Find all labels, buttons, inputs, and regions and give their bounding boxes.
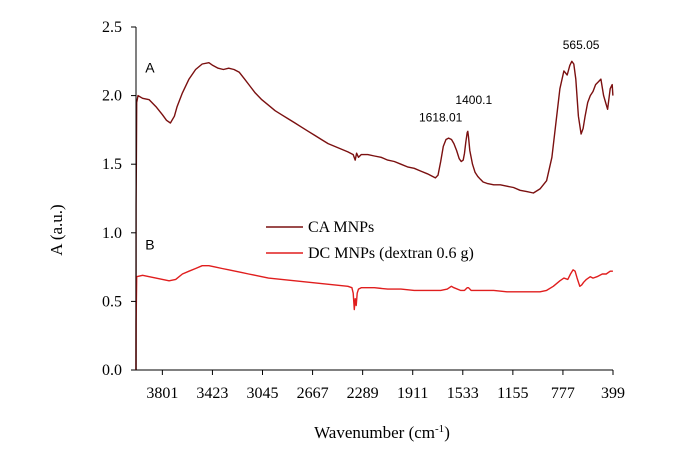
x-tick-label: 2289 <box>347 385 379 402</box>
peak-annotation: 1400.1 <box>455 93 492 107</box>
y-tick-label: 0.5 <box>102 293 122 310</box>
y-tick-label: 0.0 <box>102 362 122 379</box>
y-tick-label: 1.5 <box>102 156 122 173</box>
series-tag-b: B <box>145 236 154 252</box>
x-tick-label: 1533 <box>447 385 479 402</box>
y-tick-label: 2.0 <box>102 88 122 105</box>
peak-annotation: 1618.01 <box>419 111 463 125</box>
y-axis-title: A (a.u.) <box>47 204 66 255</box>
x-axis-title-suffix: ) <box>444 423 450 442</box>
annotation-layer: 565.05 1400.1 1618.01 A B <box>145 38 599 252</box>
legend-label: CA MNPs <box>308 219 374 236</box>
peak-annotation: 565.05 <box>563 38 600 52</box>
x-tick-label: 3423 <box>196 385 228 402</box>
x-axis-title-main: Wavenumber (cm <box>314 423 435 442</box>
legend-label: DC MNPs (dextran 0.6 g) <box>308 245 474 262</box>
y-tick-label: 2.5 <box>102 19 122 36</box>
x-tick-label: 1155 <box>497 385 528 402</box>
x-tick-label: 777 <box>551 385 575 402</box>
legend: CA MNPs DC MNPs (dextran 0.6 g) <box>266 219 474 262</box>
series-tag-a: A <box>145 59 155 75</box>
x-axis-title: Wavenumber (cm-1) <box>314 423 450 442</box>
y-tick-label: 1.0 <box>102 225 122 242</box>
x-axis-title-superscript: -1 <box>435 423 444 435</box>
x-tick-label: 3045 <box>247 385 279 402</box>
series-line-ca-mnps <box>135 60 614 371</box>
x-tick-label: 399 <box>601 385 625 402</box>
x-axis-ticks: 3801 3423 3045 2667 2289 1911 1533 1155 777 399 <box>146 370 625 402</box>
series-layer <box>135 60 614 371</box>
x-tick-label: 2667 <box>297 385 329 402</box>
y-axis-ticks: 0.0 0.5 1.0 1.5 2.0 2.5 <box>102 19 136 379</box>
x-tick-label: 3801 <box>146 385 178 402</box>
x-tick-label: 1911 <box>397 385 428 402</box>
series-line-dc-mnps <box>135 265 613 371</box>
